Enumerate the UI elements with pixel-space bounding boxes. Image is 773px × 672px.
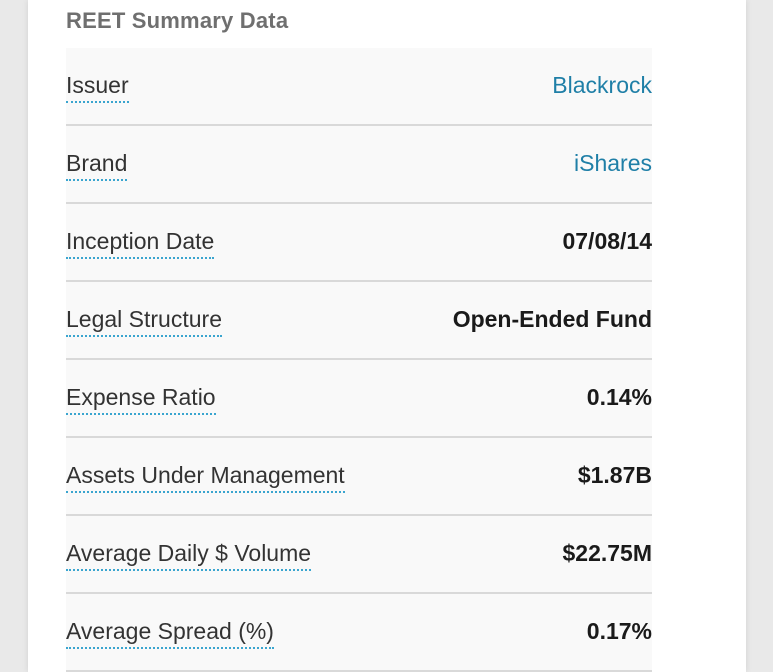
average-daily-volume-value: $22.75M xyxy=(562,540,652,566)
section-title: REET Summary Data xyxy=(66,8,289,33)
row-label-brand[interactable]: Brand xyxy=(66,151,128,181)
assets-under-management-value: $1.87B xyxy=(577,462,652,488)
issuer-link[interactable]: Blackrock xyxy=(552,72,652,98)
row-label-legal-structure[interactable]: Legal Structure xyxy=(66,307,222,337)
summary-row-issuer: Issuer Blackrock xyxy=(66,48,652,126)
average-spread-value: 0.17% xyxy=(586,618,652,644)
summary-row-brand: Brand iShares xyxy=(66,126,652,204)
brand-link[interactable]: iShares xyxy=(574,150,652,176)
row-label-inception-date[interactable]: Inception Date xyxy=(66,229,215,259)
row-label-assets-under-management[interactable]: Assets Under Management xyxy=(66,463,345,493)
summary-row-average-spread: Average Spread (%) 0.17% xyxy=(66,594,652,672)
row-label-average-daily-volume[interactable]: Average Daily $ Volume xyxy=(66,541,312,571)
inception-date-value: 07/08/14 xyxy=(562,228,652,254)
legal-structure-value: Open-Ended Fund xyxy=(452,306,652,332)
summary-row-assets-under-management: Assets Under Management $1.87B xyxy=(66,438,652,516)
row-label-expense-ratio[interactable]: Expense Ratio xyxy=(66,385,216,415)
summary-row-expense-ratio: Expense Ratio 0.14% xyxy=(66,360,652,438)
summary-row-legal-structure: Legal Structure Open-Ended Fund xyxy=(66,282,652,360)
row-label-average-spread[interactable]: Average Spread (%) xyxy=(66,619,274,649)
summary-row-average-daily-volume: Average Daily $ Volume $22.75M xyxy=(66,516,652,594)
row-label-issuer[interactable]: Issuer xyxy=(66,73,129,103)
expense-ratio-value: 0.14% xyxy=(586,384,652,410)
summary-row-inception-date: Inception Date 07/08/14 xyxy=(66,204,652,282)
summary-table-background xyxy=(66,48,652,672)
